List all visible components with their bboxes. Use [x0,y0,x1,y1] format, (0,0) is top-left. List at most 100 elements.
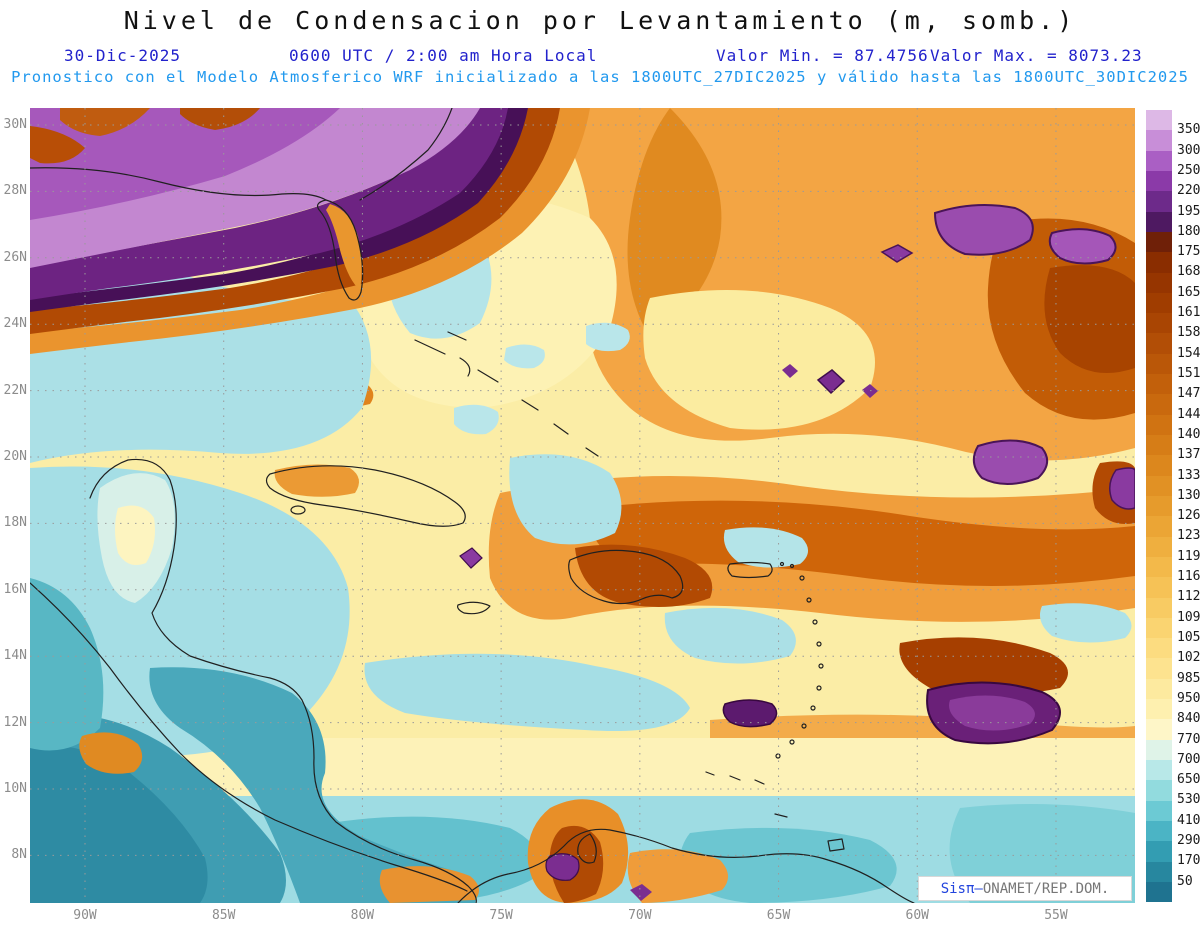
colorbar-label: 1300 [1177,487,1200,503]
lat-tick-label: 12N [3,714,27,730]
lat-tick-label: 30N [3,117,27,132]
lon-tick-label: 70W [628,908,652,923]
grid-lines [30,108,1135,903]
colorbar-band [1146,191,1172,212]
colorbar-band [1146,231,1172,253]
colorbar-label: 1370 [1177,447,1200,463]
colorbar-label: 1650 [1177,284,1200,300]
coastlines [30,108,915,903]
colorbar-band [1146,495,1172,517]
colorbar-label: 1195 [1177,548,1200,564]
colorbar-label: 2500 [1177,162,1200,178]
colorbar-label: 1685 [1177,264,1200,280]
colorbar-band [1146,394,1172,415]
colorbar-band [1146,353,1172,375]
colorbar-label: 1020 [1177,650,1200,666]
model-info-line: Pronostico con el Modelo Atmosferico WRF… [11,68,1189,86]
page-title: Nivel de Condensacion por Levantamiento … [123,6,1077,35]
lat-tick-label: 26N [3,249,27,265]
value-min: Valor Min. = 87.4756 [716,46,929,65]
lat-tick-label: 22N [3,382,27,398]
colorbar-band [1146,780,1172,801]
colorbar-band [1146,252,1172,273]
colorbar-band [1146,110,1172,131]
colorbar-label: 1125 [1177,589,1200,605]
colorbar-band [1146,455,1172,476]
lat-tick-label: 14N [3,648,27,664]
colorbar-band [1146,150,1172,171]
colorbar-band [1146,658,1172,679]
lon-tick-label: 65W [766,908,791,923]
map-canvas [30,108,1135,903]
colorbar-label: 1090 [1177,609,1200,625]
lat-tick-label: 24N [3,316,27,332]
colorbar-label: 1580 [1177,325,1200,341]
colorbar-label: 3000 [1177,142,1200,158]
colorbar-band [1146,211,1172,232]
colorbar-label: 1800 [1177,223,1200,239]
colorbar-band [1146,719,1172,740]
colorbar-band [1146,841,1172,862]
colorbar-band [1146,272,1172,293]
colorbar-label: 1265 [1177,508,1200,524]
colorbar-label: 1160 [1177,569,1200,585]
colorbar-label: 2200 [1177,183,1200,199]
colorbar-label: 1615 [1177,305,1200,321]
colorbar-label: 1335 [1177,467,1200,483]
colorbar-band [1146,760,1172,781]
colorbar-label: 650 [1177,772,1200,788]
brand-label: Sisπ– [940,880,983,897]
colorbar-band [1146,881,1172,903]
colorbar-band [1146,699,1172,720]
colorbar-band [1146,292,1172,314]
lat-tick-label: 10N [3,781,27,796]
lon-tick-label: 60W [905,908,929,923]
colorbar-band [1146,435,1172,456]
colorbar-label: 700 [1177,751,1200,767]
colorbar-label: 985 [1177,670,1200,686]
colorbar-label: 1440 [1177,406,1200,422]
value-max: Valor Max. = 8073.23 [930,46,1143,65]
colorbar-band [1146,739,1172,760]
forecast-date: 30-Dic-2025 [64,46,181,65]
colorbar-band [1146,170,1172,192]
lon-tick-label: 90W [73,908,97,923]
lat-tick-label: 8N [11,847,27,863]
colorbar-label: 1475 [1177,386,1200,402]
colorbar-label: 50 [1177,873,1193,889]
colorbar-label: 3500 [1177,122,1200,138]
colorbar-band [1146,414,1172,435]
colorbar-label: 1950 [1177,203,1200,219]
colorbar-label: 410 [1177,812,1200,828]
forecast-time: 0600 UTC / 2:00 am Hora Local [289,46,598,65]
lat-tick-label: 16N [3,581,27,597]
colorbar-band [1146,313,1172,334]
colorbar-label: 1545 [1177,345,1200,361]
colorbar-band [1146,374,1172,395]
colorbar-band [1146,536,1172,557]
colorbar [1146,110,1172,903]
lat-tick-label: 28N [3,183,27,199]
colorbar-label: 290 [1177,833,1200,849]
colorbar-label: 1750 [1177,244,1200,260]
lon-tick-label: 55W [1044,908,1068,923]
contour-map [30,108,1135,903]
colorbar-label: 840 [1177,711,1200,727]
colorbar-band [1146,130,1172,151]
colorbar-label: 1405 [1177,426,1200,442]
colorbar-band [1146,820,1172,842]
colorbar-band [1146,475,1172,496]
lat-tick-label: 18N [3,515,27,531]
org-label: ONAMET/REP.DOM. [982,880,1110,897]
colorbar-label: 530 [1177,792,1200,808]
lat-tick-label: 20N [3,449,27,464]
lon-tick-label: 85W [211,908,236,923]
colorbar-band [1146,577,1172,598]
colorbar-band [1146,516,1172,537]
colorbar-band [1146,678,1172,700]
colorbar-band [1146,617,1172,639]
colorbar-label: 170 [1177,853,1200,869]
colorbar-band [1146,597,1172,618]
colorbar-band [1146,861,1172,882]
